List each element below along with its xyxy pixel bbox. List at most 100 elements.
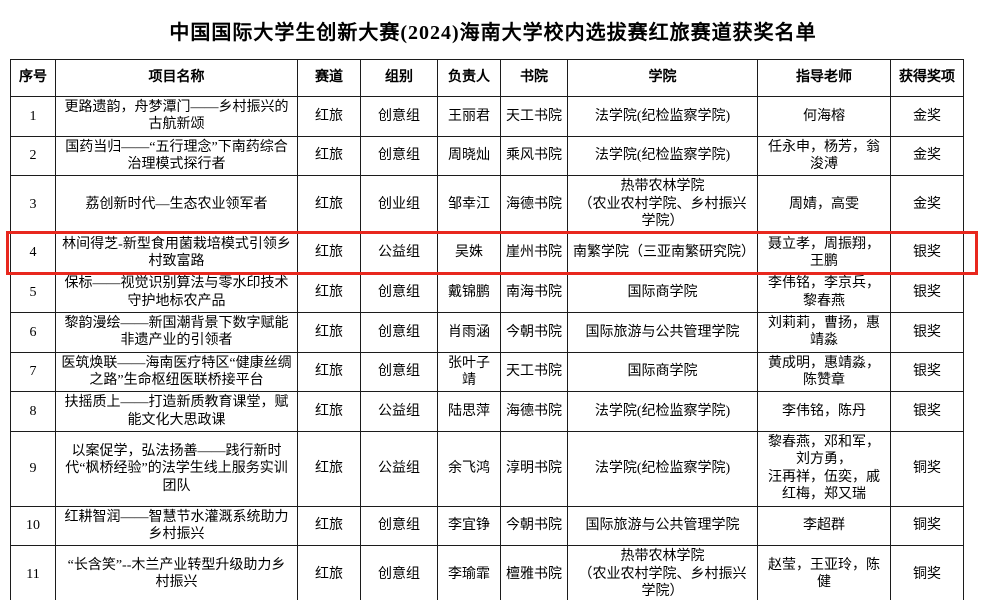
cell-leader: 李瑜霏 (437, 545, 501, 600)
table-row: 4 林间得芝-新型食用菌栽培模式引领乡村致富路 红旅 公益组 吴姝 崖州书院 南繁学院（三亚… (10, 232, 964, 274)
cell-college: 乘风书院 (500, 135, 568, 177)
cell-track: 红旅 (297, 175, 361, 234)
cell-school: 国际商学院 (567, 272, 758, 313)
cell-group: 创意组 (360, 545, 438, 600)
cell-advisors: 聂立孝，周振翔，王鹏 (757, 232, 891, 274)
cell-school: 法学院(纪检监察学院) (567, 391, 758, 433)
cell-project: 更路遗韵，舟梦潭门——乡村振兴的古航新颂 (55, 96, 298, 137)
cell-group: 创意组 (360, 311, 438, 353)
cell-college: 天工书院 (500, 351, 568, 393)
table-row: 5 保标——视觉识别算法与零水印技术守护地标农产品 红旅 创意组 戴锦鹏 南海书院 国际商学… (10, 272, 964, 313)
cell-leader: 张叶子靖 (437, 351, 501, 393)
table-row: 6 黎韵漫绘——新国潮背景下数字赋能非遗产业的引领者 红旅 创意组 肖雨涵 今朝书院 国际旅… (10, 311, 964, 353)
cell-project: 扶摇质上——打造新质教育课堂，赋能文化大思政课 (55, 391, 298, 433)
cell-school: 法学院(纪检监察学院) (567, 431, 758, 507)
cell-leader: 吴姝 (437, 232, 501, 274)
cell-college: 今朝书院 (500, 311, 568, 353)
cell-track: 红旅 (297, 391, 361, 433)
cell-project: 荔创新时代—生态农业领军者 (55, 175, 298, 234)
cell-group: 公益组 (360, 232, 438, 274)
cell-group: 创意组 (360, 505, 438, 547)
cell-no: 5 (10, 272, 56, 313)
cell-award: 银奖 (890, 272, 964, 313)
table-row: 10 红耕智润——智慧节水灌溉系统助力乡村振兴 红旅 创意组 李宜铮 今朝书院 国际旅游与公… (10, 505, 964, 547)
column-header: 学院 (567, 59, 758, 97)
column-header: 指导老师 (757, 59, 891, 97)
cell-track: 红旅 (297, 272, 361, 313)
cell-no: 10 (10, 505, 56, 547)
cell-college: 海德书院 (500, 175, 568, 234)
cell-project: “长含笑”--木兰产业转型升级助力乡村振兴 (55, 545, 298, 600)
cell-group: 创意组 (360, 351, 438, 393)
cell-no: 3 (10, 175, 56, 234)
cell-award: 金奖 (890, 96, 964, 137)
cell-college: 淳明书院 (500, 431, 568, 507)
cell-school: 法学院(纪检监察学院) (567, 135, 758, 177)
cell-award: 银奖 (890, 232, 964, 274)
cell-leader: 戴锦鹏 (437, 272, 501, 313)
cell-award: 金奖 (890, 135, 964, 177)
cell-school: 南繁学院（三亚南繁研究院） (567, 232, 758, 274)
cell-college: 海德书院 (500, 391, 568, 433)
cell-school: 国际旅游与公共管理学院 (567, 311, 758, 353)
cell-project: 以案促学，弘法扬善——践行新时代“枫桥经验”的法学生线上服务实训团队 (55, 431, 298, 507)
cell-school: 热带农林学院 （农业农村学院、乡村振兴学院） (567, 545, 758, 600)
cell-leader: 余飞鸿 (437, 431, 501, 507)
cell-leader: 李宜铮 (437, 505, 501, 547)
cell-track: 红旅 (297, 545, 361, 600)
cell-college: 檀雅书院 (500, 545, 568, 600)
cell-project: 林间得芝-新型食用菌栽培模式引领乡村致富路 (55, 232, 298, 274)
cell-award: 金奖 (890, 175, 964, 234)
cell-project: 黎韵漫绘——新国潮背景下数字赋能非遗产业的引领者 (55, 311, 298, 353)
cell-leader: 陆思萍 (437, 391, 501, 433)
cell-track: 红旅 (297, 135, 361, 177)
awards-table: 序号 项目名称 赛道 组别 负责人 书院 学院 指导老师 获得奖项 1 更路遗韵，舟梦潭门——乡村… (10, 59, 964, 600)
cell-advisors: 何海榕 (757, 96, 891, 137)
column-header: 负责人 (437, 59, 501, 97)
cell-group: 创意组 (360, 272, 438, 313)
cell-school: 法学院(纪检监察学院) (567, 96, 758, 137)
cell-college: 今朝书院 (500, 505, 568, 547)
column-header: 序号 (10, 59, 56, 97)
cell-no: 9 (10, 431, 56, 507)
cell-advisors: 李伟铭，陈丹 (757, 391, 891, 433)
cell-school: 国际旅游与公共管理学院 (567, 505, 758, 547)
cell-no: 4 (10, 232, 56, 274)
header-row: 序号 项目名称 赛道 组别 负责人 书院 学院 指导老师 获得奖项 (10, 59, 964, 97)
table-row: 11 “长含笑”--木兰产业转型升级助力乡村振兴 红旅 创意组 李瑜霏 檀雅书院 热带农林学… (10, 545, 964, 600)
cell-advisors: 赵莹，王亚玲，陈健 (757, 545, 891, 600)
cell-advisors: 周婧，高雯 (757, 175, 891, 234)
column-header: 赛道 (297, 59, 361, 97)
cell-project: 保标——视觉识别算法与零水印技术守护地标农产品 (55, 272, 298, 313)
cell-no: 1 (10, 96, 56, 137)
cell-track: 红旅 (297, 96, 361, 137)
cell-group: 公益组 (360, 391, 438, 433)
column-header: 书院 (500, 59, 568, 97)
cell-project: 医筑焕联——海南医疗特区“健康丝绸之路”生命枢纽医联桥接平台 (55, 351, 298, 393)
table-row: 7 医筑焕联——海南医疗特区“健康丝绸之路”生命枢纽医联桥接平台 红旅 创意组 张叶子靖… (10, 351, 964, 393)
cell-college: 崖州书院 (500, 232, 568, 274)
cell-school: 国际商学院 (567, 351, 758, 393)
column-header: 项目名称 (55, 59, 298, 97)
cell-advisors: 任永申，杨芳，翁浚溥 (757, 135, 891, 177)
column-header: 获得奖项 (890, 59, 964, 97)
cell-award: 铜奖 (890, 505, 964, 547)
table-row: 2 国药当归——“五行理念”下南药综合治理模式探行者 红旅 创意组 周晓灿 乘风书院 法学院… (10, 135, 964, 177)
cell-track: 红旅 (297, 232, 361, 274)
cell-advisors: 黄成明，惠靖淼，陈赞章 (757, 351, 891, 393)
table-row: 3 荔创新时代—生态农业领军者 红旅 创业组 邹幸江 海德书院 热带农林学院 （农业农村学院… (10, 175, 964, 234)
table-row: 1 更路遗韵，舟梦潭门——乡村振兴的古航新颂 红旅 创意组 王丽君 天工书院 法学院(纪检监… (10, 96, 964, 137)
cell-no: 8 (10, 391, 56, 433)
cell-advisors: 刘莉莉，曹扬，惠靖淼 (757, 311, 891, 353)
cell-advisors: 黎春燕，邓和军，刘方勇， 汪再祥，伍奕，戚红梅，郑又瑞 (757, 431, 891, 507)
cell-award: 银奖 (890, 351, 964, 393)
column-header: 组别 (360, 59, 438, 97)
cell-advisors: 李超群 (757, 505, 891, 547)
cell-track: 红旅 (297, 431, 361, 507)
page-title: 中国国际大学生创新大赛(2024)海南大学校内选拔赛红旅赛道获奖名单 (169, 22, 817, 44)
cell-group: 创意组 (360, 135, 438, 177)
cell-no: 2 (10, 135, 56, 177)
cell-group: 创业组 (360, 175, 438, 234)
cell-advisors: 李伟铭，李京兵，黎春燕 (757, 272, 891, 313)
